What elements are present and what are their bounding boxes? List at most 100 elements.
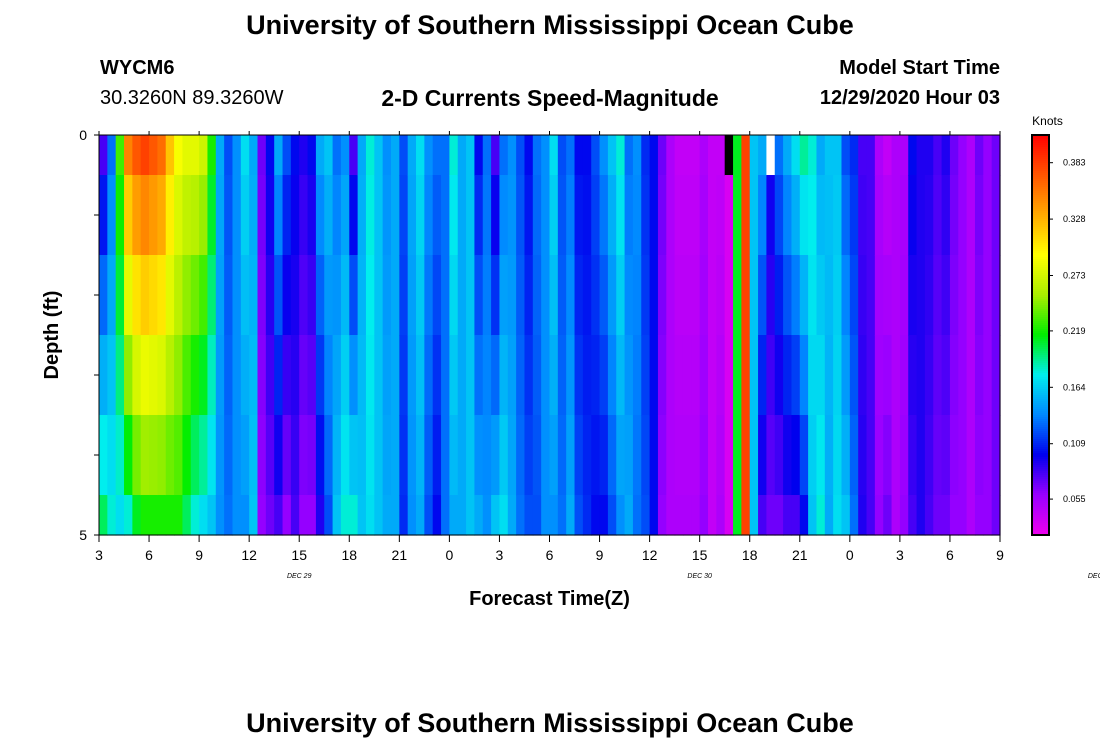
heatmap-cell [491,335,501,416]
heatmap-cell [557,255,567,336]
heatmap-cell [933,415,943,496]
colorbar-segment [1032,529,1049,532]
colorbar-segment [1032,171,1049,174]
heatmap-cell [424,415,434,496]
heatmap-cell [324,175,334,256]
colorbar-segment [1032,351,1049,354]
heatmap-cell [974,415,984,496]
heatmap-cell [365,175,375,256]
heatmap-cell [908,135,918,176]
colorbar-segment [1032,199,1049,202]
heatmap-cell [582,135,592,176]
heatmap-cell [941,135,951,176]
heatmap-cell [824,175,834,256]
colorbar-segment [1032,419,1049,422]
heatmap-cell [132,335,142,416]
heatmap-cell [708,415,717,496]
heatmap-cell [257,495,267,536]
heatmap-cell [849,135,859,176]
heatmap-cell [140,135,150,176]
heatmap-cell [174,495,184,536]
heatmap-cells [99,135,1001,536]
heatmap-cell [541,335,551,416]
colorbar-segment [1032,393,1049,396]
heatmap-cell [666,255,676,336]
heatmap-cell [290,415,300,496]
colorbar-segment [1032,227,1049,230]
heatmap-cell [432,175,442,256]
colorbar-segment [1032,417,1049,420]
heatmap-cell [482,175,492,256]
heatmap-cell [357,495,367,536]
heatmap-cell [182,335,192,416]
heatmap-cell [332,335,342,416]
x-tick-label: 9 [195,547,203,563]
heatmap-cell [933,255,943,336]
heatmap-cell [657,495,667,536]
heatmap-cell [165,335,175,416]
heatmap-cell [132,255,142,336]
heatmap-cell [966,335,976,416]
heatmap-cell [799,415,809,496]
heatmap-cell [874,175,884,256]
colorbar-segment [1032,177,1049,180]
heatmap-cell [132,135,142,176]
heatmap-cell [616,415,626,496]
heatmap-cell [390,175,400,256]
heatmap-cell [174,335,184,416]
heatmap-cell [891,175,901,256]
heatmap-cell [365,335,375,416]
heatmap-cell [149,175,158,256]
colorbar-segment [1032,519,1049,522]
colorbar-segment [1032,439,1049,442]
heatmap-cell [866,335,876,416]
heatmap-cell [632,135,642,176]
heatmap-cell [949,135,959,176]
colorbar-segment [1032,469,1049,472]
heatmap-cell [691,175,701,256]
x-tick-label: 9 [996,547,1004,563]
heatmap-cell [140,175,150,256]
heatmap-cell [607,415,617,496]
colorbar-segment [1032,269,1049,272]
heatmap-cell [574,415,584,496]
heatmap-cell [140,495,150,536]
heatmap-cell [674,495,684,536]
heatmap-cell [240,135,250,176]
heatmap-cell [908,415,918,496]
heatmap-cell [741,175,751,256]
heatmap-cell [874,135,884,176]
heatmap-cell [958,135,968,176]
colorbar-label: 0.219 [1063,326,1086,336]
heatmap-cell [365,135,375,176]
colorbar-segment [1032,167,1049,170]
heatmap-cell [874,335,884,416]
heatmap-cell [632,255,642,336]
colorbar-segment [1032,311,1049,314]
heatmap-cell [474,495,484,536]
colorbar-segment [1032,293,1049,296]
x-tick-label: 15 [291,547,307,563]
heatmap-cell [641,175,651,256]
heatmap-cell [190,415,200,496]
heatmap-cell [249,415,259,496]
heatmap-cell [574,255,584,336]
colorbar-segment [1032,231,1049,234]
heatmap-cell [758,495,767,536]
colorbar-segment [1032,345,1049,348]
heatmap-cell [674,415,684,496]
heatmap-cell [566,135,576,176]
colorbar-segment [1032,339,1049,342]
heatmap-cell [174,255,184,336]
heatmap-cell [499,415,509,496]
heatmap-cell [299,135,309,176]
colorbar-segment [1032,249,1049,252]
colorbar-segment [1032,369,1049,372]
colorbar-segment [1032,331,1049,334]
heatmap-cell [399,335,409,416]
heatmap-cell [783,255,793,336]
heatmap-cell [240,255,250,336]
heatmap-cell [115,335,125,416]
heatmap-cell [941,495,951,536]
x-tick-label: 15 [692,547,708,563]
